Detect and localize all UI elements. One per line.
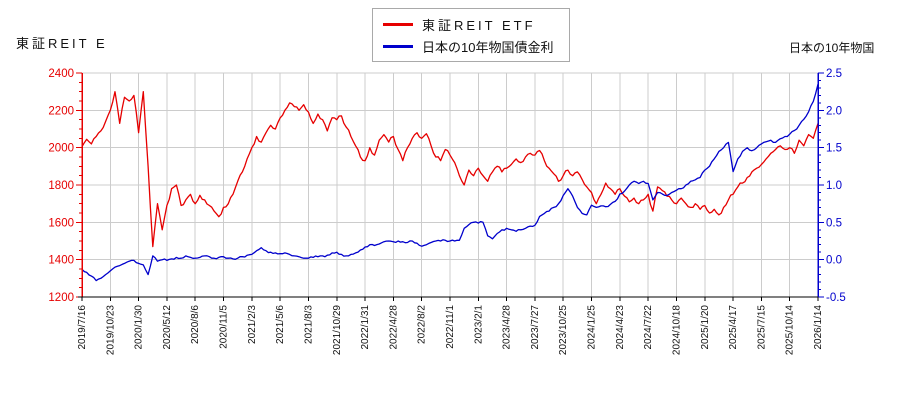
x-axis-tick-label: 2023/7/27 — [530, 305, 541, 350]
x-axis-tick-label: 2024/7/22 — [643, 305, 654, 350]
left-axis-tick-label: 2400 — [48, 68, 74, 80]
left-axis: 2400 2200 2000 1800 1600 1400 1200 — [48, 68, 83, 304]
legend-line-blue — [383, 44, 413, 48]
x-axis-tick-label: 2023/2/1 — [473, 305, 484, 344]
x-axis-tick-label: 2022/4/28 — [388, 305, 399, 350]
left-axis-tick-label: 1600 — [48, 217, 74, 229]
legend-line-red — [383, 22, 413, 26]
x-axis-tick-label: 2020/11/5 — [219, 305, 230, 349]
x-axis-tick-label: 2024/1/25 — [587, 305, 598, 350]
legend-item-reit-etf: 東証REIT ETF — [383, 13, 553, 35]
gridlines — [82, 72, 818, 297]
x-axis-tick-label: 2022/8/2 — [417, 305, 428, 344]
x-axis-tick-label: 2025/7/15 — [756, 305, 767, 350]
series-line-reit-etf — [81, 91, 819, 248]
legend-item-jgb-yield: 日本の10年物国債金利 — [383, 35, 553, 57]
x-axis-tick-label: 2021/2/3 — [247, 305, 258, 344]
legend: 東証REIT ETF 日本の10年物国債金利 — [372, 8, 571, 62]
x-axis-tick-label: 2023/10/25 — [558, 305, 569, 355]
right-axis-tick-label: 1.0 — [826, 180, 842, 192]
x-axis-tick-label: 2025/10/14 — [785, 305, 796, 355]
x-axis-tick-label: 2026/1/14 — [813, 305, 824, 350]
left-axis-tick-label: 1200 — [48, 292, 74, 304]
right-axis-tick-label: -0.5 — [826, 292, 846, 304]
right-axis-tick-label: 2.5 — [826, 68, 842, 80]
x-axis-tick-label: 2020/8/6 — [190, 305, 201, 344]
x-axis-tick-label: 2021/8/3 — [303, 305, 314, 344]
x-axis-tick-label: 2019/7/16 — [77, 305, 88, 350]
x-axis-tick-label: 2023/4/28 — [502, 305, 513, 350]
x-axis-tick-label: 2019/10/23 — [105, 305, 116, 355]
x-axis-tick-label: 2024/10/18 — [671, 305, 682, 355]
right-axis-tick-label: 1.5 — [826, 143, 842, 155]
x-axis-tick-label: 2021/10/29 — [332, 305, 343, 355]
left-axis-tick-label: 1400 — [48, 255, 74, 267]
left-axis-tick-label: 1800 — [48, 180, 74, 192]
x-axis-tick-label: 2025/1/20 — [700, 305, 711, 350]
right-axis-tick-label: 0.0 — [826, 255, 842, 267]
right-axis-title: 日本の10年物国 — [789, 41, 875, 55]
right-axis: 2.5 2.0 1.5 1.0 0.5 0.0 -0.5 — [817, 68, 846, 304]
legend-label-reit-etf: 東証REIT ETF — [422, 17, 536, 33]
left-axis-title: 東証REIT E — [16, 36, 108, 51]
series-line-jgb-yield — [81, 84, 819, 282]
x-axis: 2019/7/16 2019/10/23 2020/1/30 2020/5/12 202… — [77, 296, 824, 355]
legend-label-jgb-yield: 日本の10年物国債金利 — [422, 39, 554, 55]
x-axis-tick-label: 2025/4/17 — [728, 305, 739, 350]
left-axis-tick-label: 2000 — [48, 143, 74, 155]
x-axis-tick-label: 2020/5/12 — [162, 305, 173, 350]
right-axis-tick-label: 0.5 — [826, 217, 842, 229]
x-axis-tick-label: 2022/1/31 — [360, 305, 371, 350]
left-axis-tick-label: 2200 — [48, 105, 74, 117]
x-axis-tick-label: 2022/11/1 — [445, 305, 456, 349]
right-axis-tick-label: 2.0 — [826, 105, 842, 117]
x-axis-tick-label: 2020/1/30 — [134, 305, 145, 350]
x-axis-tick-label: 2021/5/6 — [275, 305, 286, 344]
x-axis-tick-label: 2024/4/23 — [615, 305, 626, 350]
